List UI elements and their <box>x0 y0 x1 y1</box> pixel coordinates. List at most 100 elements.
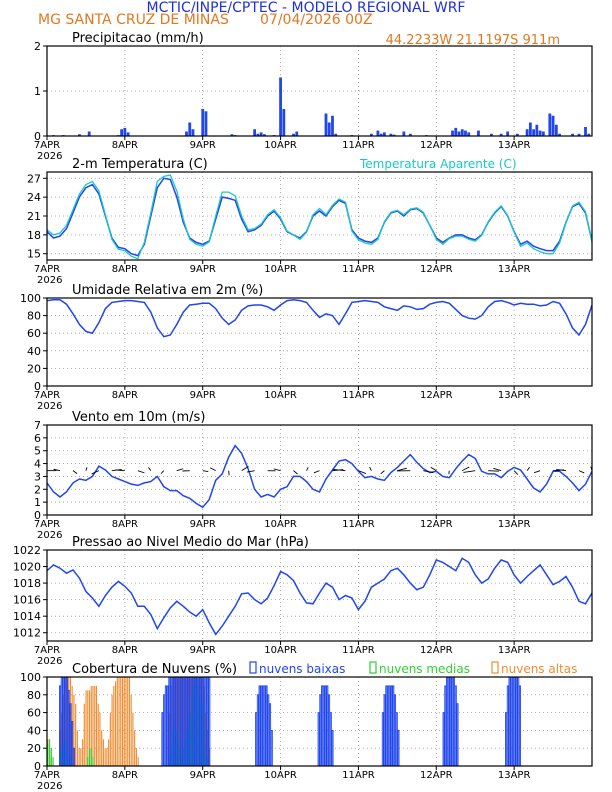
wind-arrow <box>380 470 385 475</box>
panel-humidity: 0 20 40 60 80 100 7APR 8APR 9APR 10APR 11APR 12APR 1… <box>20 283 593 412</box>
precip-bar <box>256 133 260 136</box>
cloud-bar-nuvens-medias <box>90 748 92 766</box>
y-tick-label: 1 <box>34 496 41 509</box>
wind-arrow <box>526 466 530 471</box>
cloud-bar-nuvens-baixas <box>65 677 68 766</box>
cloud-bar-nuvens-baixas <box>269 703 272 766</box>
cloud-bar-nuvens-altas <box>604 695 605 766</box>
x-tick-label: 12APR <box>420 140 453 151</box>
x-tick-label: 8APR <box>112 264 138 275</box>
x-tick-label: 11APR <box>342 770 375 781</box>
cloud-bar-nuvens-baixas <box>385 685 388 766</box>
cloud-bar-nuvens-altas <box>170 685 172 766</box>
cloud-bar-nuvens-baixas <box>170 677 173 766</box>
x-tick-label: 11APR <box>342 264 375 275</box>
cloud-bar-nuvens-baixas <box>324 685 327 766</box>
cloud-bar-nuvens-baixas <box>331 729 334 766</box>
wind-arrow <box>293 470 298 475</box>
precip-bar <box>460 129 464 136</box>
legend-label: nuvens altas <box>501 662 577 676</box>
cloud-bar-nuvens-medias <box>184 739 186 766</box>
cloud-bar-nuvens-baixas <box>512 677 515 766</box>
wind-arrow <box>176 468 184 472</box>
cloud-bar-nuvens-baixas <box>505 712 508 766</box>
cloud-bar-nuvens-altas <box>71 685 73 766</box>
precip-bar <box>451 130 454 136</box>
cloud-bar-nuvens-medias <box>87 757 89 766</box>
cloud-bar-nuvens-baixas <box>446 677 449 766</box>
cloud-bar-nuvens-baixas <box>166 685 169 766</box>
x-axis-year: 2026 <box>37 781 62 792</box>
cloud-bar-nuvens-altas <box>68 677 70 766</box>
cloud-bar-nuvens-altas <box>128 677 131 766</box>
y-tick-label: 15 <box>27 248 41 261</box>
wind-arrow <box>462 466 470 472</box>
wind-arrow <box>358 470 367 474</box>
cloud-bar-nuvens-baixas <box>203 677 206 766</box>
y-tick-label: 1014 <box>13 610 41 623</box>
header-location: MG SANTA CRUZ DE MINAS <box>38 12 229 28</box>
cloud-bar-nuvens-medias <box>174 721 176 766</box>
cloud-bar-nuvens-medias <box>187 721 190 766</box>
wind-arrow <box>202 470 209 472</box>
x-tick-label: 13APR <box>498 390 531 401</box>
panel-temperature: 15 18 21 24 27 7APR 8APR 9APR 10APR 11APR 12APR 13A… <box>27 157 593 286</box>
x-tick-label: 11APR <box>342 390 375 401</box>
x-tick-label: 11APR <box>342 519 375 530</box>
cloud-bar-nuvens-medias <box>170 748 172 766</box>
precip-bar <box>376 130 380 136</box>
x-tick-label: 13APR <box>498 519 531 530</box>
x-tick-label: 9APR <box>190 770 216 781</box>
cloud-bar-nuvens-altas <box>182 677 184 766</box>
x-tick-label: 11APR <box>342 140 375 151</box>
panel-frame <box>46 297 593 387</box>
cloud-bar-nuvens-altas <box>118 677 120 766</box>
cloud-bar-nuvens-baixas <box>163 694 166 766</box>
cloud-bar-nuvens-baixas <box>326 685 329 766</box>
x-tick-label: 10APR <box>264 645 297 656</box>
precip-bar <box>295 131 299 136</box>
panel-title: 2-m Temperatura (C) <box>72 157 208 172</box>
x-tick-label: 9APR <box>190 140 216 151</box>
wind-arrow <box>115 469 125 472</box>
cloud-bar-nuvens-baixas <box>517 677 520 766</box>
plot-data-temperature <box>47 174 592 260</box>
cloud-bar-nuvens-altas <box>208 748 210 766</box>
wind-arrow <box>53 468 61 472</box>
cloud-bar-nuvens-baixas <box>164 685 167 766</box>
x-tick-label: 10APR <box>264 519 297 530</box>
panel-title: Precipitacao (mm/h) <box>72 31 204 46</box>
wind-arrow <box>85 467 88 471</box>
wind-arrow <box>513 470 519 475</box>
cloud-bar-nuvens-baixas <box>265 685 268 766</box>
x-tick-label: 7APR <box>34 140 60 151</box>
cloud-bar-nuvens-altas <box>168 712 170 766</box>
precip-bar <box>188 122 192 136</box>
precip-bar <box>282 109 286 136</box>
panel-frame <box>46 424 593 516</box>
y-tick-label: 1012 <box>13 627 41 640</box>
cloud-bar-nuvens-altas <box>116 677 118 766</box>
wind-arrow <box>423 470 434 473</box>
cloud-bar-nuvens-altas <box>73 694 75 766</box>
y-tick-label: 1020 <box>13 561 41 574</box>
cloud-bar-nuvens-altas <box>114 681 117 766</box>
cloud-bar-nuvens-baixas <box>510 677 513 766</box>
x-tick-label: 12APR <box>420 519 453 530</box>
y-tick-label: 21 <box>27 210 41 223</box>
y-tick-label: 5 <box>34 445 41 458</box>
y-tick-label: 0 <box>34 509 41 522</box>
wind-arrow <box>273 468 281 472</box>
cloud-bar-nuvens-baixas <box>192 677 195 766</box>
cloud-bar-nuvens-medias <box>52 757 54 766</box>
precip-bar <box>279 77 282 136</box>
precip-bar <box>379 133 383 136</box>
cloud-bar-nuvens-altas <box>137 757 139 766</box>
cloud-bar-nuvens-baixas <box>190 677 193 766</box>
cloud-bar-nuvens-baixas <box>182 677 185 766</box>
cloud-bar-nuvens-altas <box>90 685 92 766</box>
wind-arrow <box>246 470 255 473</box>
cloud-bar-nuvens-baixas <box>456 703 459 766</box>
